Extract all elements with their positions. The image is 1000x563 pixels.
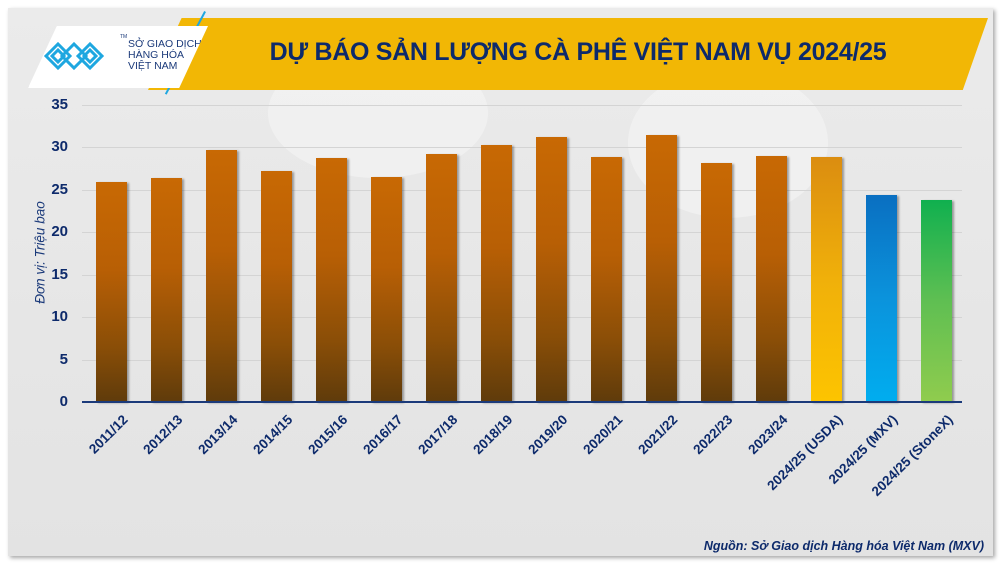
bar-2024-25-stonex [921,200,952,402]
bar-2022-23 [701,162,732,402]
bar-2021-22 [646,134,677,402]
title-banner [148,18,988,90]
logo-line-3: VIỆT NAM [128,60,178,72]
bar-2011-12 [96,182,127,402]
y-tick-label: 35 [51,96,68,113]
bar-2024-25-usda [811,156,842,402]
bar-2020-21 [591,156,622,402]
y-tick-label: 0 [59,393,68,410]
mxv-logo-icon [44,41,104,71]
y-tick-label: 5 [59,350,68,368]
bar-2014-15 [261,171,292,402]
y-tick-label: 20 [51,223,68,241]
gridline [82,189,962,191]
y-tick-label: 15 [51,265,68,283]
gridline [82,105,962,106]
y-tick-label: 30 [51,138,68,156]
bar-2016-17 [371,177,402,402]
y-tick-label: 10 [51,308,68,326]
bar-2013-14 [206,149,237,402]
mxv-logo: TM SỞ GIAO DỊCH HÀNG HÓA VIỆT NAM [28,26,208,88]
bar-2023-24 [756,155,787,402]
gridline [82,232,962,234]
bar-2024-25-mxv [866,194,897,402]
source-note: Nguồn: Sở Giao dịch Hàng hóa Việt Nam (M… [703,539,984,553]
logo-line-1: SỞ GIAO DỊCH [128,38,202,50]
bar-2018-19 [481,144,512,402]
gridline [82,147,962,149]
chart-title: DỰ BÁO SẢN LƯỢNG CÀ PHÊ VIỆT NAM VỤ 2024… [269,38,887,66]
bar-2017-18 [426,154,457,402]
y-axis-label: Đơn vị: Triệu bao [32,201,48,304]
gridline [82,274,962,276]
gridline [82,359,962,361]
y-tick-label: 25 [51,180,68,198]
logo-text: SỞ GIAO DỊCH HÀNG HÓA VIỆT NAM [128,39,202,72]
bar-2012-13 [151,177,182,402]
bar-2019-20 [536,137,567,402]
gridline [82,317,962,319]
logo-trademark: TM [120,34,128,40]
logo-line-2: HÀNG HÓA [128,49,185,61]
x-axis-line [82,401,962,403]
bar-2015-16 [316,158,347,402]
